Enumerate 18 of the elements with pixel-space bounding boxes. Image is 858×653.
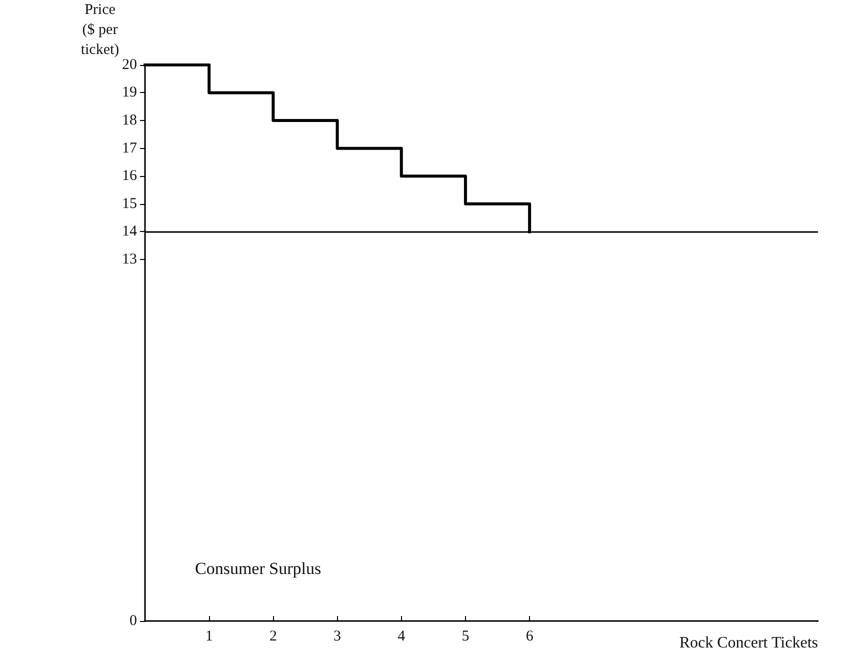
x-tick-label: 2: [269, 628, 277, 644]
y-tick-label: 15: [122, 196, 137, 212]
y-tick-label: 0: [130, 613, 137, 629]
y-tick-label: 13: [122, 252, 137, 268]
annotation: Consumer Surplus: [195, 559, 322, 578]
x-tick-label: 1: [205, 628, 213, 644]
x-tick-label: 5: [462, 628, 470, 644]
y-tick-label: 18: [122, 112, 137, 129]
y-tick-label: 14: [122, 224, 138, 240]
y-tick-label: 17: [122, 140, 138, 156]
x-axis-title: Rock Concert Tickets: [679, 634, 818, 652]
y-tick-label: 20: [122, 56, 137, 73]
x-tick-label: 6: [526, 628, 534, 644]
x-tick-label: 4: [398, 628, 406, 644]
y-axis-title: Price ($ per ticket): [80, 2, 120, 58]
y-tick-label: 16: [122, 168, 138, 184]
y-tick-label: 19: [122, 84, 137, 101]
x-tick-label: 3: [334, 628, 342, 644]
